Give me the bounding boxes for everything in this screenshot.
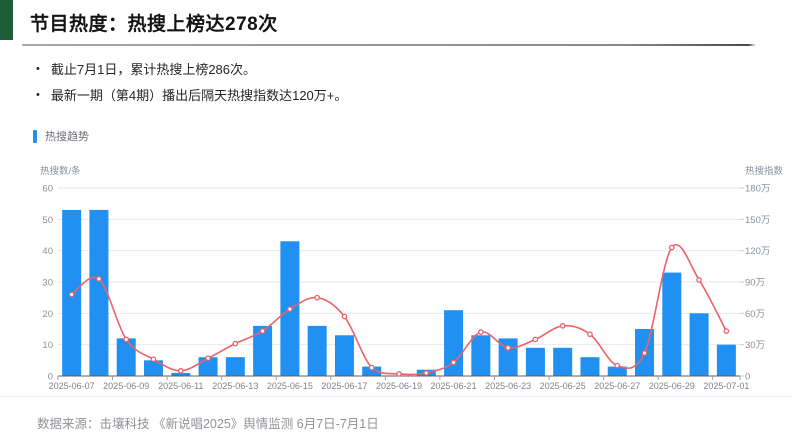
svg-text:90万: 90万: [745, 278, 765, 289]
bullet-item: • 最新一期（第4期）播出后隔天热搜指数达120万+。: [36, 87, 347, 104]
bullet-dot-icon: •: [36, 89, 40, 101]
svg-text:0: 0: [48, 372, 53, 383]
page-title: 节目热度：热搜上榜达278次: [30, 14, 278, 35]
svg-text:2025-07-01: 2025-07-01: [703, 381, 749, 391]
bottom-divider: [0, 396, 793, 397]
svg-text:0: 0: [745, 372, 750, 383]
svg-text:2025-06-09: 2025-06-09: [103, 381, 149, 391]
svg-text:2025-06-15: 2025-06-15: [267, 381, 313, 391]
legend-swatch-icon: [33, 129, 37, 143]
svg-text:30万: 30万: [745, 340, 765, 351]
svg-text:2025-06-11: 2025-06-11: [158, 381, 203, 391]
bullet-text: 截止7月1日，累计热搜上榜286次。: [50, 62, 257, 77]
svg-text:热搜指数: 热搜指数: [745, 165, 784, 177]
legend-label: 热搜趋势: [45, 131, 89, 143]
svg-text:2025-06-13: 2025-06-13: [212, 381, 258, 391]
bullet-list: • 截止7月1日，累计热搜上榜286次。 • 最新一期（第4期）播出后隔天热搜指…: [36, 61, 347, 113]
svg-text:40: 40: [42, 246, 53, 257]
bullet-text: 最新一期（第4期）播出后隔天热搜指数达120万+。: [50, 88, 348, 103]
chart-legend-item[interactable]: 热搜趋势: [33, 128, 89, 144]
svg-text:60: 60: [42, 184, 53, 195]
svg-text:2025-06-29: 2025-06-29: [649, 381, 695, 391]
chart-svg[interactable]: 0 10 20 30 40 50 60 0 30万 60万 90万 120万 150万 180万 热搜数/条…: [38, 160, 793, 395]
svg-text:2025-06-17: 2025-06-17: [321, 381, 367, 391]
svg-text:30: 30: [42, 278, 53, 289]
svg-text:150万: 150万: [745, 215, 770, 226]
svg-text:2025-06-21: 2025-06-21: [431, 381, 477, 391]
bullet-item: • 截止7月1日，累计热搜上榜286次。: [36, 61, 347, 78]
svg-text:2025-06-23: 2025-06-23: [485, 381, 531, 391]
svg-text:20: 20: [42, 309, 53, 320]
svg-text:120万: 120万: [745, 246, 770, 257]
svg-text:60万: 60万: [745, 309, 765, 320]
bullet-dot-icon: •: [36, 63, 40, 75]
data-source: 数据来源：击壤科技 《新说唱2025》舆情监测 6月7日-7月1日: [37, 417, 379, 431]
svg-text:2025-06-19: 2025-06-19: [376, 381, 422, 391]
svg-text:50: 50: [42, 215, 53, 226]
hot-search-trend-chart[interactable]: 0 10 20 30 40 50 60 0 30万 60万 90万 120万 150万 180万 热搜数/条…: [38, 160, 793, 395]
svg-text:2025-06-07: 2025-06-07: [49, 381, 95, 391]
svg-text:2025-06-25: 2025-06-25: [540, 381, 586, 391]
svg-text:2025-06-27: 2025-06-27: [594, 381, 640, 391]
svg-text:热搜数/条: 热搜数/条: [40, 165, 81, 177]
svg-text:10: 10: [42, 340, 53, 351]
title-accent-block: [0, 0, 13, 40]
svg-text:180万: 180万: [745, 184, 770, 195]
title-divider: [22, 44, 771, 46]
